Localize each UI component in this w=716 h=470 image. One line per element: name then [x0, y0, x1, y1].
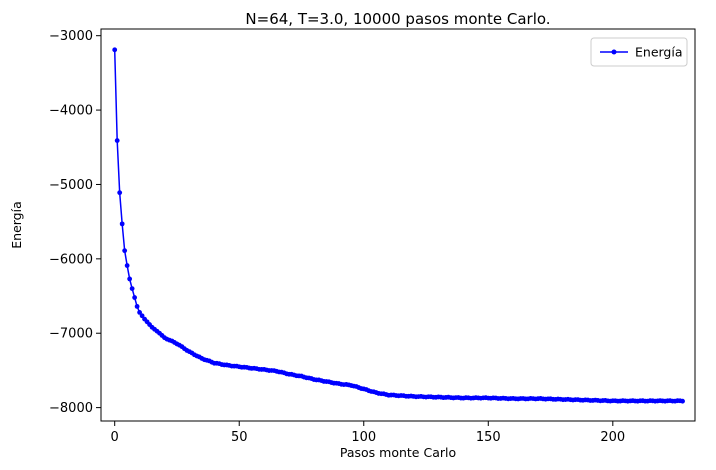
y-tick-label: −8000: [49, 401, 93, 416]
data-point: [114, 138, 120, 143]
y-tick-label: −6000: [49, 252, 93, 267]
series-line: [113, 49, 683, 402]
data-point: [680, 398, 685, 404]
data-point: [127, 276, 133, 282]
legend-marker: [611, 49, 617, 55]
data-point: [122, 248, 128, 254]
x-tick-label: 50: [231, 430, 248, 445]
y-tick-label: −5000: [49, 178, 93, 193]
x-tick-label: 100: [351, 430, 376, 445]
data-point: [129, 286, 135, 291]
data-point: [117, 190, 123, 196]
legend-label: Energía: [635, 45, 683, 60]
data-point: [134, 304, 140, 309]
y-tick-label: −4000: [49, 104, 93, 119]
x-tick-label: 200: [600, 430, 625, 445]
y-tick-label: −3000: [49, 29, 93, 44]
x-tick-label: 150: [476, 430, 501, 445]
legend-box: [590, 37, 688, 67]
legend: Energía: [590, 37, 688, 67]
data-point: [124, 263, 130, 268]
y-axis-label: Energía: [9, 201, 24, 249]
data-point: [132, 295, 138, 300]
y-tick-label: −7000: [49, 327, 93, 342]
data-point: [119, 221, 125, 227]
chart-title: N=64, T=3.0, 10000 pasos monte Carlo.: [245, 10, 550, 28]
data-point: [139, 313, 145, 319]
data-point: [137, 310, 143, 315]
data-point: [112, 47, 118, 53]
plot-frame: [100, 28, 696, 422]
x-tick-label: 0: [111, 430, 119, 445]
x-axis-label: Pasos monte Carlo: [340, 445, 456, 460]
axis-ticks: 0 50 100 150 200 −3000 −4000 −5000 −6000 −7000 −80…: [49, 29, 625, 445]
series-layer: [112, 47, 685, 404]
